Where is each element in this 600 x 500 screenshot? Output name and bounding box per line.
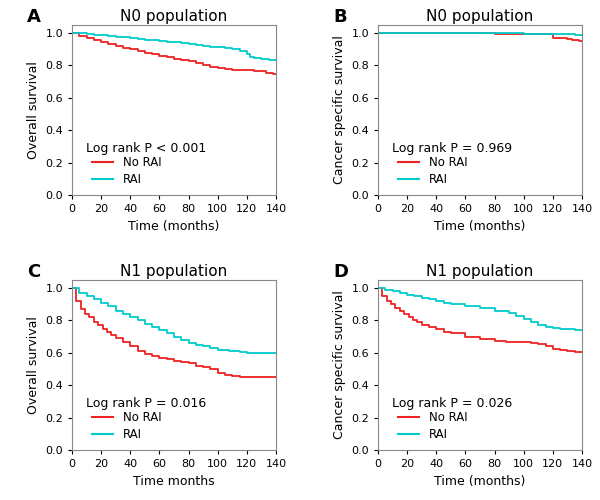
Legend: No RAI, RAI: No RAI, RAI [92, 411, 161, 440]
X-axis label: Time (months): Time (months) [128, 220, 220, 232]
Legend: No RAI, RAI: No RAI, RAI [92, 156, 161, 186]
Text: Log rank P = 0.969: Log rank P = 0.969 [392, 142, 512, 156]
Text: Log rank P = 0.026: Log rank P = 0.026 [392, 398, 512, 410]
Title: N1 population: N1 population [427, 264, 533, 279]
Text: A: A [27, 8, 41, 26]
Text: C: C [27, 263, 40, 281]
Y-axis label: Overall survival: Overall survival [26, 316, 40, 414]
Y-axis label: Overall survival: Overall survival [26, 61, 40, 159]
Y-axis label: Cancer specific survival: Cancer specific survival [332, 36, 346, 184]
Y-axis label: Cancer specific survival: Cancer specific survival [332, 290, 346, 440]
Legend: No RAI, RAI: No RAI, RAI [398, 411, 467, 440]
X-axis label: Time (months): Time (months) [434, 474, 526, 488]
Text: B: B [333, 8, 347, 26]
Title: N0 population: N0 population [427, 9, 533, 24]
Legend: No RAI, RAI: No RAI, RAI [398, 156, 467, 186]
Text: D: D [333, 263, 348, 281]
Title: N1 population: N1 population [121, 264, 227, 279]
Text: Log rank P < 0.001: Log rank P < 0.001 [86, 142, 206, 156]
X-axis label: Time (months): Time (months) [434, 220, 526, 232]
X-axis label: Time months: Time months [133, 474, 215, 488]
Title: N0 population: N0 population [121, 9, 227, 24]
Text: Log rank P = 0.016: Log rank P = 0.016 [86, 398, 206, 410]
